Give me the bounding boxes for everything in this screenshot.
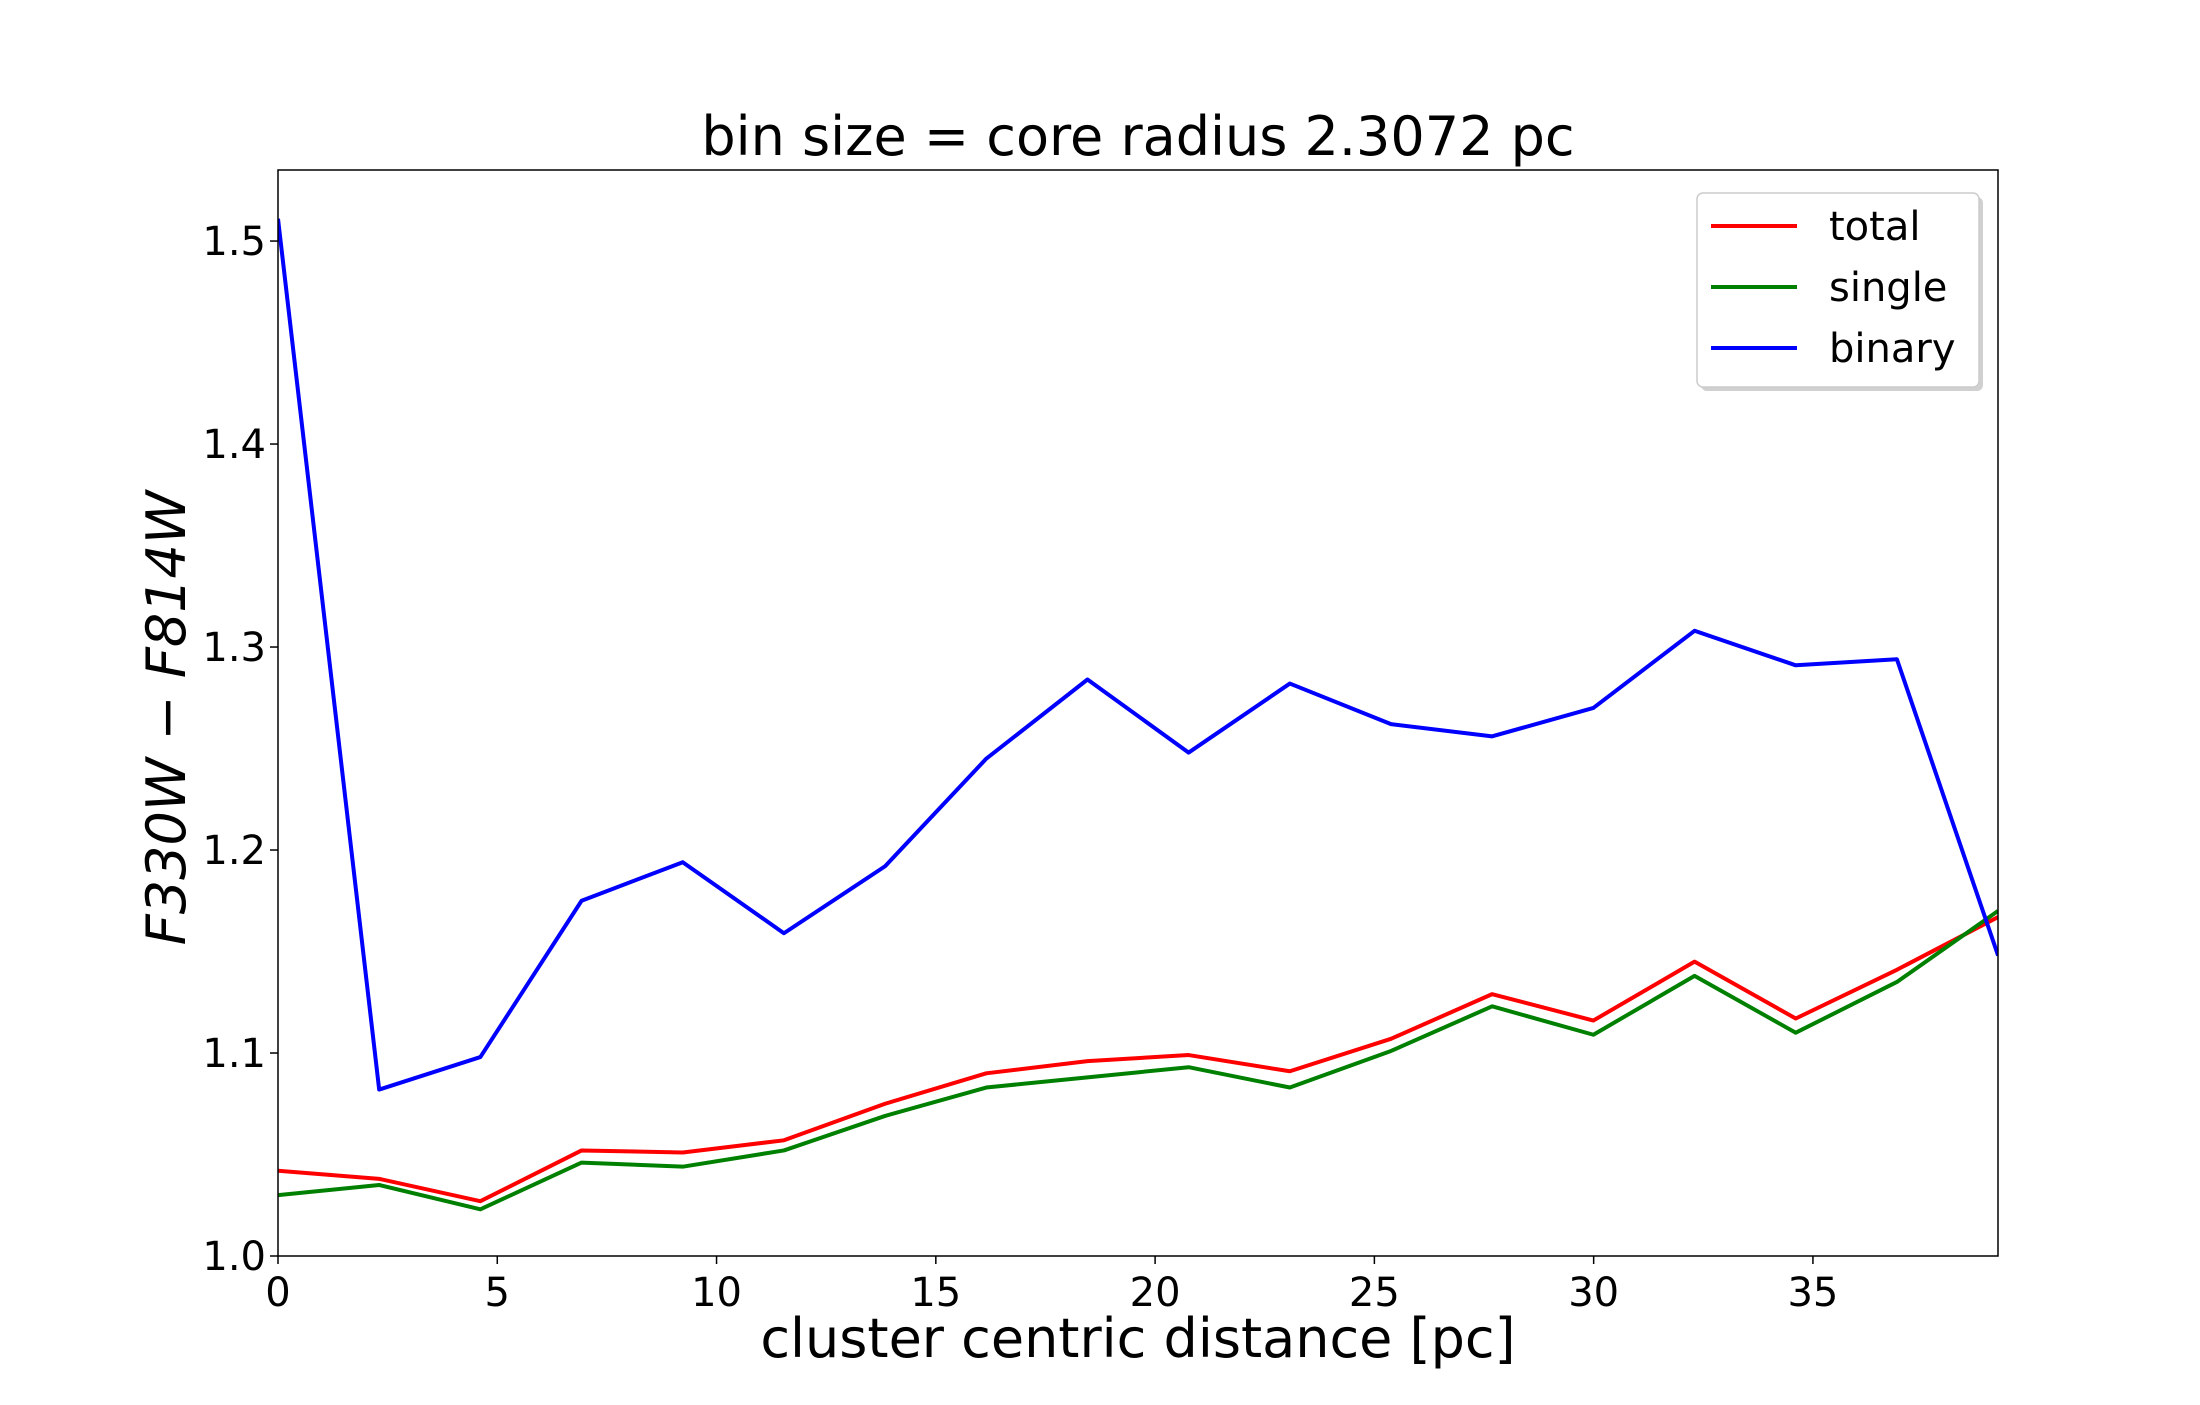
legend-label-single: single <box>1829 265 1947 311</box>
x-tick-label: 35 <box>1787 1270 1838 1316</box>
legend-box <box>1696 192 1980 388</box>
series-line-single <box>278 909 1998 1212</box>
x-tick-label: 10 <box>691 1270 742 1316</box>
y-axis-label: F330W − F814W <box>135 488 198 945</box>
y-tick-label: 1.3 <box>202 625 266 671</box>
series-line-total <box>278 915 1998 1204</box>
x-tick-label: 20 <box>1130 1270 1181 1316</box>
plot-area: 0 5 10 15 20 25 30 35 1.0 1.1 1.2 1.3 1.4 1.5 <box>202 169 1999 1316</box>
legend-label-total: total <box>1829 204 1920 250</box>
chart-title: bin size = core radius 2.3072 pc <box>701 105 1574 168</box>
legend-label-binary: binary <box>1829 326 1955 372</box>
y-tick-label: 1.4 <box>202 422 266 468</box>
x-tick-label: 15 <box>910 1270 961 1316</box>
series-line-binary <box>278 218 1998 1092</box>
legend: total single binary <box>1696 192 1983 391</box>
y-tick-label: 1.2 <box>202 828 266 874</box>
plot-frame <box>277 169 1999 1257</box>
x-tick-label: 5 <box>485 1270 510 1316</box>
x-tick-label: 25 <box>1349 1270 1400 1316</box>
y-tick-label: 1.5 <box>202 219 266 265</box>
x-axis-label: cluster centric distance [pc] <box>760 1307 1515 1370</box>
y-tick-label: 1.1 <box>202 1031 266 1077</box>
y-tick-label: 1.0 <box>202 1234 266 1280</box>
x-tick-label: 30 <box>1568 1270 1619 1316</box>
x-tick-label: 0 <box>265 1270 290 1316</box>
